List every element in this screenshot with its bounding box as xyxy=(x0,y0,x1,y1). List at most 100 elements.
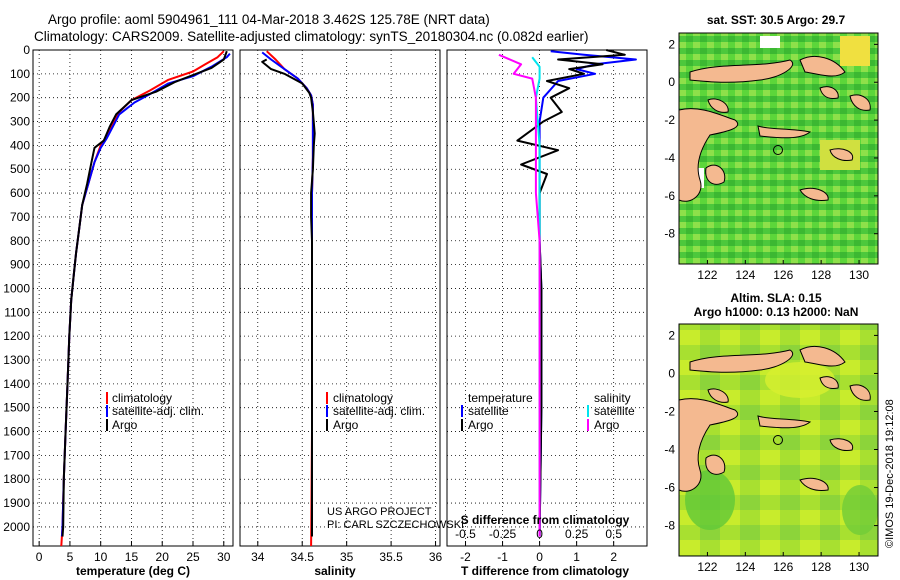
map-y-label: -4 xyxy=(664,151,675,165)
x-tick-label: 34.5 xyxy=(291,550,315,564)
sst-land xyxy=(678,56,871,202)
map-y-label: -2 xyxy=(664,113,675,127)
depth-tick-label: 1700 xyxy=(3,448,30,462)
legend-t-argo: Argo xyxy=(468,418,494,432)
map-x-label: 128 xyxy=(811,268,831,282)
s-diff-tick-label: -0.5 xyxy=(455,527,476,541)
depth-tick-label: 1800 xyxy=(3,472,30,486)
map-y-label: -4 xyxy=(664,443,675,457)
x-tick-label: 0 xyxy=(36,550,43,564)
sla-high-patch xyxy=(765,362,835,398)
sst-x-ticks: 122 124 126 128 130 xyxy=(697,260,869,282)
legend-climatology: climatology xyxy=(112,391,172,405)
salinity-x-ticks: 34 34.5 35 35.5 36 xyxy=(251,541,443,564)
s-diff-tick-label: 0.5 xyxy=(605,527,622,541)
legend-satellite: satellite-adj. clim. xyxy=(112,404,204,418)
series-satellite-adj-clim- xyxy=(261,51,314,537)
legend-argo: Argo xyxy=(112,418,138,432)
x-tick-label: 15 xyxy=(125,550,139,564)
sst-map-frame xyxy=(678,32,879,265)
depth-tick-label: 200 xyxy=(10,91,30,105)
sal-legend-argo: Argo xyxy=(333,418,359,432)
difference-frame xyxy=(446,49,648,547)
sal-legend-satellite: satellite-adj. clim. xyxy=(333,404,425,418)
depth-tick-label: 1100 xyxy=(4,305,30,319)
temperature-x-ticks: 0 5 10 15 20 25 30 xyxy=(36,541,231,564)
depth-tick-label: 1600 xyxy=(3,425,30,439)
depth-tick-label: 500 xyxy=(10,162,30,176)
map-y-label: -8 xyxy=(664,519,675,533)
depth-tick-label: 600 xyxy=(10,186,30,200)
map-y-label: -8 xyxy=(664,227,675,241)
sst-y-ticks: 2 0 -2 -4 -6 -8 xyxy=(664,37,878,241)
depth-tick-label: 400 xyxy=(10,138,30,152)
depth-tick-label: 900 xyxy=(10,258,30,272)
series-argo xyxy=(261,58,316,537)
x-tick-label: -1 xyxy=(497,550,508,564)
salinity-series xyxy=(261,50,316,547)
sst-cool-patch xyxy=(840,36,870,66)
temperature-frame xyxy=(32,49,234,547)
map-x-label: 124 xyxy=(735,268,755,282)
map-x-label: 124 xyxy=(735,560,755,574)
sla-low-patch-2 xyxy=(842,485,878,535)
depth-tick-label: 700 xyxy=(10,210,30,224)
x-tick-label: 1 xyxy=(573,550,580,564)
s-diff-tick-label: 0 xyxy=(536,527,543,541)
map-x-label: 122 xyxy=(697,268,717,282)
sal-legend-climatology: climatology xyxy=(333,391,393,405)
temperature-x-label: temperature (deg C) xyxy=(76,564,190,578)
title-line-1: Argo profile: aoml 5904961_111 04-Mar-20… xyxy=(48,12,490,27)
x-tick-label: 34 xyxy=(251,550,265,564)
title-line-2: Climatology: CARS2009. Satellite-adjuste… xyxy=(34,29,589,44)
temperature-grid xyxy=(33,50,233,546)
sst-map-title: sat. SST: 30.5 Argo: 29.7 xyxy=(707,13,846,27)
s-diff-tick-label: 0.25 xyxy=(565,527,589,541)
depth-tick-label: 1200 xyxy=(3,329,30,343)
series-t-satellite xyxy=(538,50,637,537)
depth-tick-label: 2000 xyxy=(3,520,30,534)
depth-tick-label: 1900 xyxy=(3,496,30,510)
salinity-legend: climatology satellite-adj. clim. Argo xyxy=(326,391,425,432)
salinity-frame xyxy=(239,49,441,547)
difference-legend: temperature satellite Argo salinity sate… xyxy=(461,391,635,432)
depth-tick-label: 100 xyxy=(10,67,30,81)
salinity-x-label: salinity xyxy=(314,564,356,578)
map-y-label: 2 xyxy=(668,37,675,51)
temperature-legend: climatology satellite-adj. clim. Argo xyxy=(106,391,204,432)
x-tick-label: 36 xyxy=(429,550,443,564)
map-x-label: 122 xyxy=(697,560,717,574)
series-t-argo xyxy=(516,49,626,537)
depth-tick-label: 1500 xyxy=(3,401,30,415)
temperature-panel: 0 5 10 15 20 25 30 0 100 200 300 400 500 600 700 800 90… xyxy=(3,43,234,578)
legend-s-satellite: satellite xyxy=(594,404,635,418)
credit-project: US ARGO PROJECT xyxy=(327,506,432,518)
map-x-label: 126 xyxy=(773,268,793,282)
x-tick-label: 35 xyxy=(340,550,354,564)
salinity-diff-ticks: -0.5 -0.25 0 0.25 0.5 xyxy=(455,527,622,541)
map-y-label: -6 xyxy=(664,481,675,495)
imos-stamp: ©IMOS 19-Dec-2018 19:12:08 xyxy=(884,399,896,548)
salinity-panel: 34 34.5 35 35.5 36 salinity climatology sate… xyxy=(239,49,464,578)
sla-map-title-1: Altim. SLA: 0.15 xyxy=(730,291,822,305)
sla-land xyxy=(678,346,871,492)
map-y-label: 0 xyxy=(668,366,675,380)
map-x-label: 130 xyxy=(849,560,869,574)
map-x-label: 126 xyxy=(773,560,793,574)
sla-map-frame xyxy=(678,323,879,557)
salinity-grid xyxy=(240,50,440,546)
map-x-label: 130 xyxy=(849,268,869,282)
temperature-series xyxy=(60,50,231,547)
depth-tick-label: 1400 xyxy=(3,377,30,391)
depth-tick-label: 800 xyxy=(10,234,30,248)
sst-profile-location xyxy=(773,145,783,155)
difference-grid xyxy=(447,50,647,546)
sla-map: Altim. SLA: 0.15 Argo h1000: 0.13 h2000:… xyxy=(664,291,879,574)
s-diff-tick-label: -0.25 xyxy=(489,527,517,541)
s-diff-label: S difference from climatology xyxy=(461,513,630,527)
x-tick-label: 30 xyxy=(217,550,231,564)
map-y-label: -2 xyxy=(664,404,675,418)
t-diff-label: T difference from climatology xyxy=(461,564,629,578)
legend-salinity-title: salinity xyxy=(594,391,631,405)
x-tick-label: 5 xyxy=(67,550,74,564)
